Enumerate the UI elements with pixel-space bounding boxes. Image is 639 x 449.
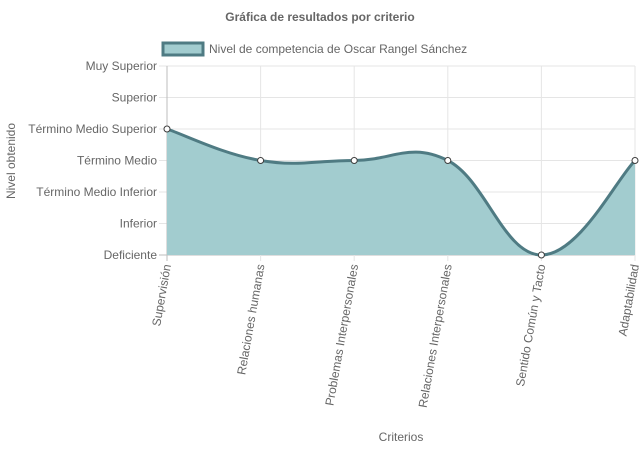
y-tick-label: Término Medio [77, 154, 157, 168]
y-axis-ticks: Deficiente Inferior Término Medio Inferior… [28, 59, 157, 262]
chart-title: Gráfica de resultados por criterio [225, 10, 414, 24]
x-tick-label: Supervisión [149, 263, 174, 327]
x-tick-label: Adaptabilidad [616, 263, 639, 337]
y-tick-label: Inferior [120, 217, 157, 231]
data-point[interactable] [163, 125, 171, 133]
legend-swatch [161, 41, 205, 57]
data-points[interactable] [163, 125, 639, 259]
x-tick-label: Relaciones Interpersonales [416, 263, 455, 409]
legend[interactable]: Nivel de competencia de Oscar Rangel Sán… [161, 41, 467, 57]
data-point[interactable] [444, 157, 452, 164]
y-tick-label: Muy Superior [86, 59, 157, 73]
y-tick-label: Término Medio Inferior [36, 185, 157, 199]
x-axis-title: Criterios [379, 430, 424, 444]
x-tick-label: Relaciones humanas [234, 263, 267, 376]
data-point[interactable] [350, 157, 358, 164]
legend-label: Nivel de competencia de Oscar Rangel Sán… [209, 42, 467, 56]
x-tick-label: Problemas Interpersonales [322, 263, 361, 407]
data-point[interactable] [257, 157, 265, 164]
data-point[interactable] [631, 157, 639, 164]
x-tick-label: Sentido Común y Tacto [513, 263, 548, 388]
y-tick-label: Superior [112, 91, 157, 105]
series-area-fill [167, 129, 635, 255]
y-tick-label: Término Medio Superior [28, 122, 157, 136]
y-axis-title: Nivel obtenido [4, 123, 18, 199]
x-axis-ticks: Supervisión Relaciones humanas Problemas I… [149, 263, 639, 409]
y-tick-label: Deficiente [104, 248, 158, 262]
data-point[interactable] [537, 251, 545, 259]
